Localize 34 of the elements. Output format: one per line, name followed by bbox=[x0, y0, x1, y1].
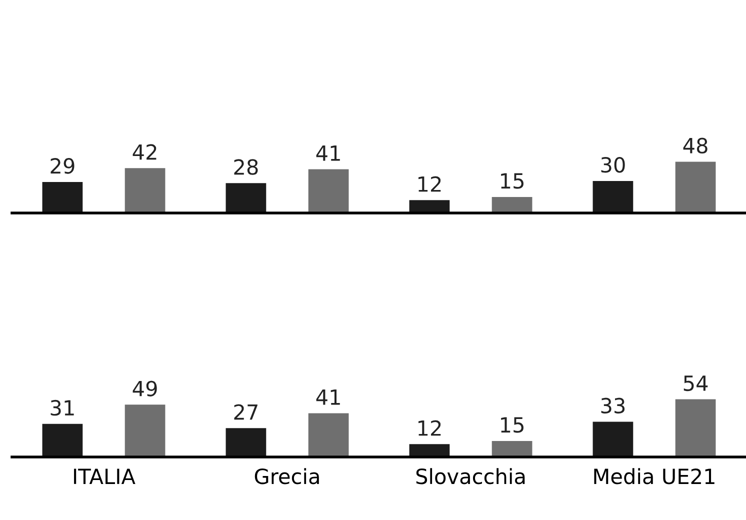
bar bbox=[124, 168, 166, 213]
data-label: 41 bbox=[316, 390, 340, 405]
data-label: 33 bbox=[601, 398, 625, 414]
data-label: 31 bbox=[50, 400, 74, 416]
data-label: 15 bbox=[501, 173, 524, 189]
data-label: 30 bbox=[601, 156, 625, 173]
bar bbox=[675, 162, 716, 213]
data-label: 12 bbox=[418, 176, 441, 192]
x-tick-label: Media UE21 bbox=[594, 468, 714, 484]
bar bbox=[42, 424, 83, 457]
bar bbox=[492, 196, 532, 213]
bar bbox=[124, 404, 166, 457]
data-label: 41 bbox=[316, 146, 340, 161]
data-label: 27 bbox=[234, 404, 258, 420]
bar bbox=[42, 182, 83, 213]
bar bbox=[226, 183, 266, 213]
bar bbox=[592, 180, 634, 213]
x-tick-label: Slovacchia bbox=[416, 468, 525, 484]
bar bbox=[226, 428, 266, 457]
data-label: 29 bbox=[50, 158, 74, 174]
bar bbox=[675, 399, 716, 457]
data-label: 49 bbox=[132, 380, 157, 396]
data-label: 28 bbox=[234, 159, 258, 175]
data-label: 12 bbox=[418, 420, 441, 436]
data-label: 48 bbox=[683, 138, 708, 154]
bar bbox=[308, 413, 349, 457]
data-label: 54 bbox=[684, 376, 708, 392]
data-label: 15 bbox=[501, 417, 524, 433]
x-tick-label: ITALIA bbox=[74, 468, 136, 484]
bar bbox=[592, 422, 634, 457]
bar bbox=[492, 440, 532, 457]
data-label: 42 bbox=[132, 144, 156, 160]
x-tick-label: Grecia bbox=[254, 468, 319, 484]
bar bbox=[308, 169, 349, 213]
